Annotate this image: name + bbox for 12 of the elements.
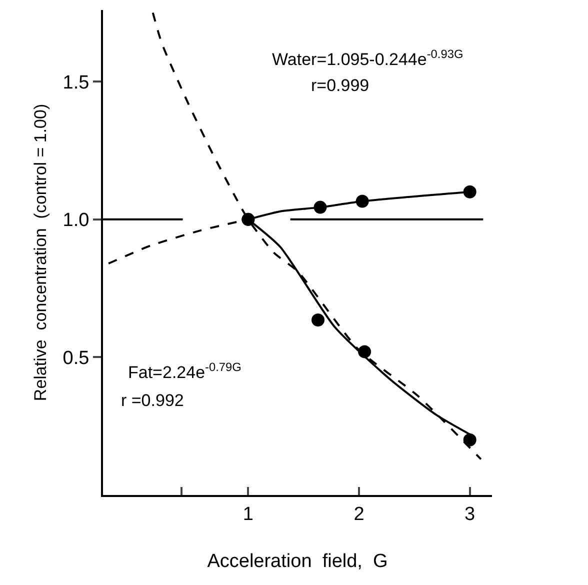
x-tick-label: 2	[354, 504, 364, 525]
annotation: r=0.999	[311, 76, 370, 95]
y-tick-label: 1.5	[62, 72, 90, 94]
annotation: Fat=2.24e$^{-0.79G}$	[128, 360, 242, 382]
annotation: r =0.992	[121, 391, 184, 410]
y-axis-title: Relative concentration (control = 1.00)	[30, 104, 50, 402]
y-tick-label: 1.0	[62, 210, 90, 232]
x-axis-title: Acceleration field, G	[207, 551, 388, 572]
x-tick-label: 3	[464, 504, 476, 525]
y-tick-label: 0.5	[62, 348, 90, 369]
annotation: Water=1.095-0.244e$^{-0.93G}$	[272, 47, 464, 70]
x-tick-label: 1	[242, 504, 254, 525]
